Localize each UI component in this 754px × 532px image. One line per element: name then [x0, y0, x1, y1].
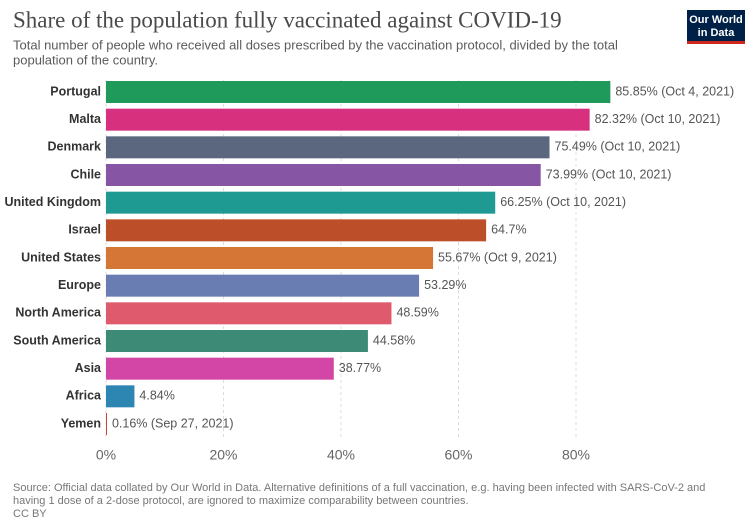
value-label: 4.84% [139, 389, 174, 403]
category-label: Yemen [61, 416, 101, 430]
logo-box [687, 10, 745, 44]
bar [106, 164, 541, 186]
logo-bar [687, 41, 745, 44]
value-label: 64.7% [491, 223, 526, 237]
bar [106, 330, 368, 352]
category-label: Chile [70, 167, 101, 181]
category-label: Asia [75, 361, 102, 375]
value-label: 82.32% (Oct 10, 2021) [595, 112, 721, 126]
bar [106, 302, 392, 325]
footer: having 1 dose of a 2-dose protocol, are … [13, 495, 469, 507]
bar [106, 385, 135, 408]
value-label: 53.29% [424, 278, 466, 292]
bar [106, 136, 550, 159]
x-tick-label: 80% [562, 447, 590, 463]
x-tick-label: 20% [209, 447, 237, 463]
value-label: 0.16% (Sep 27, 2021) [112, 416, 234, 430]
value-label: 38.77% [339, 361, 381, 375]
bar [106, 81, 611, 103]
category-label: Africa [66, 389, 102, 403]
x-tick-label: 60% [444, 447, 472, 463]
subtitle: Total number of people who received all … [13, 37, 618, 52]
category-label: Portugal [50, 84, 101, 98]
value-label: 55.67% (Oct 9, 2021) [438, 250, 557, 264]
x-tick-label: 40% [327, 447, 355, 463]
category-label: Israel [68, 223, 101, 237]
category-label: Denmark [48, 140, 102, 154]
bar [106, 108, 590, 131]
bar [106, 274, 420, 297]
category-label: Europe [58, 278, 101, 292]
value-label: 48.59% [396, 306, 438, 320]
footer: CC BY [13, 508, 47, 520]
bar [106, 247, 434, 269]
logo-text: Our World [689, 14, 743, 26]
bar [106, 191, 496, 214]
footer: Source: Official data collated by Our Wo… [13, 482, 705, 494]
category-label: North America [15, 306, 102, 320]
value-label: 75.49% (Oct 10, 2021) [555, 140, 681, 154]
category-label: South America [13, 333, 102, 347]
bar [106, 357, 334, 380]
category-label: United Kingdom [4, 195, 101, 209]
x-tick-label: 0% [96, 447, 116, 463]
bar [106, 413, 107, 435]
value-label: 73.99% (Oct 10, 2021) [546, 167, 672, 181]
logo-text: in Data [698, 27, 736, 39]
category-label: United States [21, 250, 101, 264]
value-label: 66.25% (Oct 10, 2021) [500, 195, 626, 209]
bar [106, 219, 487, 242]
value-label: 44.58% [373, 333, 415, 347]
value-label: 85.85% (Oct 4, 2021) [615, 84, 734, 98]
chart-title: Share of the population fully vaccinated… [13, 7, 562, 32]
category-label: Malta [69, 112, 102, 126]
subtitle: population of the country. [13, 52, 158, 67]
